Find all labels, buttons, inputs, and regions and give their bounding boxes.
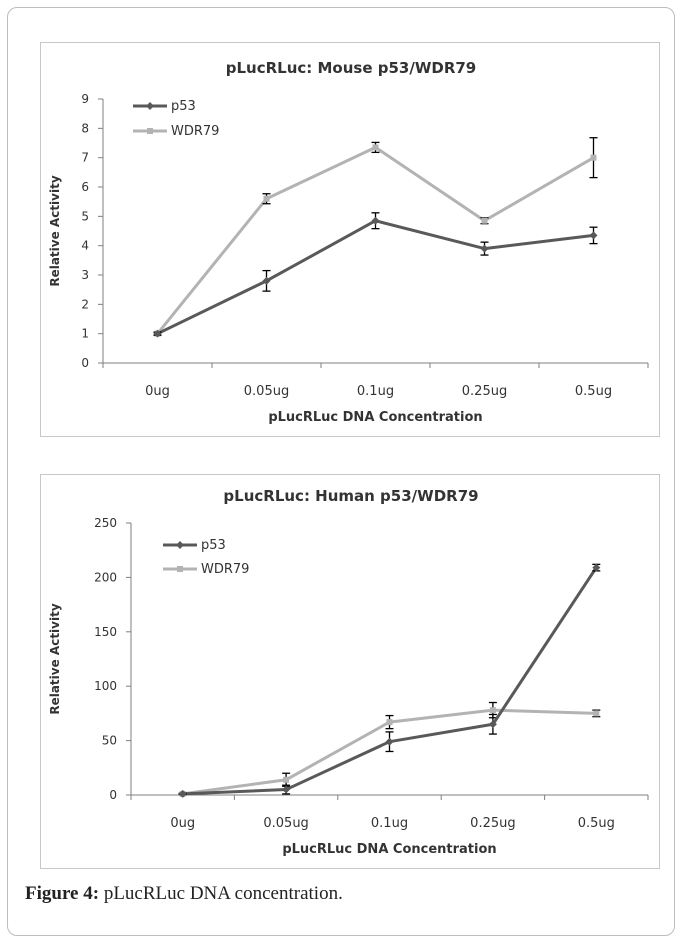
x-axis-label: pLucRLuc DNA Concentration [282, 842, 496, 857]
data-point [488, 720, 497, 729]
figure-caption: Figure 4: pLucRLuc DNA concentration. [25, 883, 343, 905]
data-point [282, 785, 291, 794]
x-tick-label: 0.5ug [578, 816, 615, 831]
data-point [593, 710, 600, 717]
mouse-chart-svg: pLucRLuc: Mouse p53/WDR79 0 1 2 3 4 5 6 7 8 9 0ug 0.… [48, 59, 649, 425]
y-tick-label: 6 [81, 180, 89, 194]
y-tick-label: 5 [81, 209, 89, 223]
caption-text: pLucRLuc DNA concentration. [99, 883, 343, 904]
y-tick-label: 4 [81, 239, 89, 253]
y-tick-label: 150 [94, 625, 117, 639]
data-point [153, 329, 162, 338]
caption-label: Figure 4: [25, 883, 100, 904]
data-point [283, 776, 290, 783]
figure-frame: pLucRLuc: Mouse p53/WDR79 0 1 2 3 4 5 6 7 8 9 0ug 0.… [7, 7, 675, 936]
y-tick-label: 250 [94, 516, 117, 530]
legend-label: p53 [171, 99, 196, 114]
data-point [386, 719, 393, 726]
y-tick-label: 1 [81, 327, 89, 341]
y-tick-label: 8 [81, 121, 89, 135]
y-tick-label: 9 [81, 92, 89, 106]
chart-title: pLucRLuc: Mouse p53/WDR79 [226, 59, 477, 77]
series-line-p53 [182, 566, 598, 796]
x-tick-label: 0.05ug [263, 816, 308, 831]
x-axis-label: pLucRLuc DNA Concentration [268, 410, 482, 425]
y-tick-label: 200 [94, 570, 117, 584]
data-point [385, 737, 394, 746]
data-point [372, 144, 379, 151]
data-point [489, 707, 496, 714]
data-point [590, 154, 597, 161]
data-point [589, 231, 598, 240]
x-tick-label: 0.25ug [462, 384, 507, 399]
mouse-chart: pLucRLuc: Mouse p53/WDR79 0 1 2 3 4 5 6 7 8 9 0ug 0.… [40, 42, 660, 437]
x-tick-label: 0.05ug [244, 384, 289, 399]
legend-marker [177, 566, 183, 572]
data-point [371, 216, 380, 225]
series-line-p53 [156, 219, 594, 336]
x-tick-label: 0ug [170, 816, 195, 831]
x-tick-label: 0.1ug [357, 384, 394, 399]
legend-label: p53 [201, 538, 226, 553]
human-chart: pLucRLuc: Human p53/WDR79 0 50 100 150 200 250… [40, 474, 660, 869]
data-point [481, 217, 488, 224]
y-axis-label: Relative Activity [48, 175, 62, 287]
y-tick-label: 100 [94, 679, 117, 693]
y-tick-label: 0 [109, 788, 117, 802]
legend-label: WDR79 [201, 562, 249, 577]
data-point [262, 276, 271, 285]
series-line-wdr79 [156, 145, 595, 335]
x-tick-label: 0.5ug [575, 384, 612, 399]
legend-marker [147, 128, 153, 134]
y-tick-label: 50 [102, 734, 117, 748]
legend-label: WDR79 [171, 124, 219, 139]
x-tick-label: 0.1ug [371, 816, 408, 831]
human-chart-svg: pLucRLuc: Human p53/WDR79 0 50 100 150 200 250… [48, 487, 649, 857]
x-tick-label: 0ug [145, 384, 170, 399]
data-point [178, 789, 187, 798]
y-tick-label: 0 [81, 356, 89, 370]
data-point [592, 563, 601, 572]
y-tick-label: 3 [81, 268, 89, 282]
chart-title: pLucRLuc: Human p53/WDR79 [223, 487, 478, 505]
x-tick-label: 0.25ug [470, 816, 515, 831]
legend-marker [176, 541, 184, 549]
y-tick-label: 7 [81, 151, 89, 165]
y-tick-label: 2 [81, 297, 89, 311]
y-axis-label: Relative Activity [48, 603, 62, 715]
legend-marker [146, 102, 154, 110]
data-point [263, 195, 270, 202]
data-point [480, 244, 489, 253]
